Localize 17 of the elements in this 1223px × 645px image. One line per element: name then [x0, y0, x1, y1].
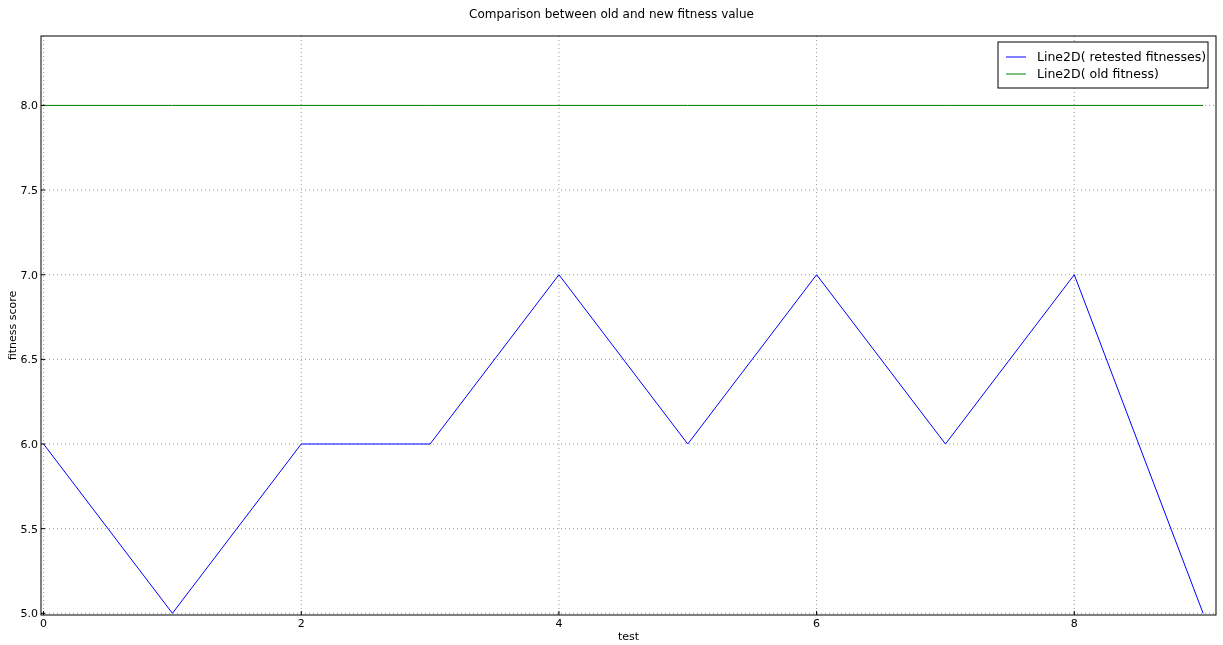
y-tick-label: 5.0: [20, 607, 38, 621]
x-axis-title: test: [617, 630, 640, 643]
y-tick-label: 7.0: [20, 268, 38, 282]
legend-label: Line2D( old fitness): [1037, 66, 1159, 81]
x-tick-label: 4: [555, 617, 563, 630]
chart-title: Comparison between old and new fitness value: [469, 7, 754, 21]
x-tick-label: 8: [1070, 617, 1078, 630]
y-tick-label: 7.5: [20, 184, 38, 198]
y-tick-label: 5.5: [20, 522, 38, 536]
x-tick-label: 0: [40, 617, 48, 630]
x-tick-label: 2: [297, 617, 305, 630]
y-tick-label: 6.5: [20, 353, 38, 367]
legend-label: Line2D( retested fitnesses): [1037, 49, 1207, 64]
y-axis-title: fitness score: [6, 290, 19, 361]
x-tick-label: 6: [813, 617, 821, 630]
y-tick-label: 6.0: [20, 438, 38, 452]
y-tick-label: 8.0: [20, 99, 38, 113]
